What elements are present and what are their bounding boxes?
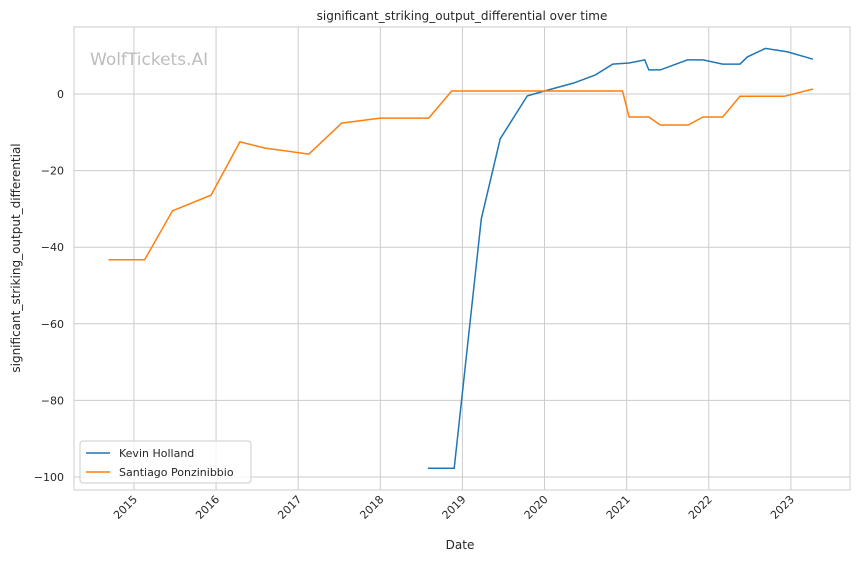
y-tick-label: −100 [34,471,64,484]
x-tick-label: 2017 [275,493,304,522]
x-tick-label: 2021 [604,493,633,522]
plot-frame [73,26,851,491]
y-tick-label: −20 [41,165,64,178]
x-tick-label: 2015 [111,493,140,522]
legend-label: Kevin Holland [119,447,194,460]
legend-label: Santiago Ponzinibbio [119,466,234,479]
watermark: WolfTickets.AI [90,50,208,70]
chart-title: significant_striking_output_differential… [317,9,608,23]
y-axis-label: significant_striking_output_differential [9,143,23,372]
y-tick-label: 0 [57,88,64,101]
x-axis-label: Date [446,538,475,552]
x-tick-label: 2019 [440,493,469,522]
ticks: 2015 2016 2017 2018 2019 2020 2021 2022 2023 0 −20… [34,88,797,522]
y-tick-label: −40 [41,241,64,254]
y-tick-label: −80 [41,394,64,407]
x-tick-label: 2023 [768,493,797,522]
legend: Kevin Holland Santiago Ponzinibbio [79,440,252,484]
y-tick-label: −60 [41,318,64,331]
series-line-santiago-ponzinibbio [108,88,814,261]
x-tick-label: 2020 [522,493,551,522]
series-lines [108,47,814,469]
x-tick-label: 2018 [357,493,386,522]
series-line-kevin-holland [427,47,814,469]
x-tick-label: 2016 [193,493,222,522]
x-tick-label: 2022 [686,493,715,522]
grid [74,27,850,490]
